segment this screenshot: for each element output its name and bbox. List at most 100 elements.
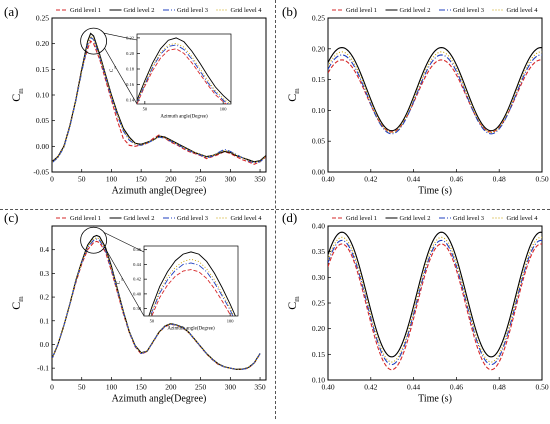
y-axis-label: Cm xyxy=(9,296,25,310)
panel-label: (b) xyxy=(282,4,297,19)
legend-label: Grid level 4 xyxy=(507,215,539,222)
x-tick-label: 50 xyxy=(78,383,86,392)
inset-y-tick-label: 0.42 xyxy=(133,277,141,282)
series-line-4 xyxy=(52,35,266,163)
legend-label: Grid level 2 xyxy=(124,7,155,14)
inset-y-axis-label: Cm xyxy=(110,66,117,72)
series-line-2 xyxy=(52,32,266,163)
legend-label: Grid level 2 xyxy=(400,215,431,222)
inset-series-line-4 xyxy=(137,42,231,104)
inset-y-tick-label: 0.22 xyxy=(126,35,134,40)
y-tick-label: 0.20 xyxy=(312,324,325,333)
y-tick-label: -0.1 xyxy=(37,364,49,373)
zoom-connector xyxy=(104,47,138,105)
chart-panel-d: (d) 0.40 0.42 0.44 0.46 0.48 0.50 0.10 0.15 0.20 0… xyxy=(282,210,549,405)
legend-label: Grid level 3 xyxy=(177,7,208,14)
series-line-3 xyxy=(328,239,542,366)
x-tick-label: 0.40 xyxy=(321,175,334,184)
y-tick-label: 0.20 xyxy=(312,44,325,53)
series-line-3 xyxy=(328,54,542,135)
legend-label: Grid level 4 xyxy=(231,215,263,222)
y-tick-label: 0.15 xyxy=(36,65,49,74)
y-tick-label: 0.40 xyxy=(312,222,325,231)
y-tick-label: 0.10 xyxy=(312,106,325,115)
y-axis-label: Cm xyxy=(285,296,301,310)
y-tick-label: 0.05 xyxy=(36,116,49,125)
vertical-divider xyxy=(275,0,276,419)
x-tick-label: 0.42 xyxy=(364,175,377,184)
x-tick-label: 50 xyxy=(78,175,86,184)
inset-y-tick-label: 0.20 xyxy=(126,51,135,56)
inset-x-tick-label: 50 xyxy=(150,319,155,324)
zoom-circle xyxy=(80,27,108,55)
x-tick-label: 300 xyxy=(225,175,237,184)
inset-series-line-1 xyxy=(151,269,232,316)
x-tick-label: 0.44 xyxy=(407,175,420,184)
y-tick-label: 0.1 xyxy=(40,316,50,325)
x-tick-label: 0.50 xyxy=(535,175,548,184)
inset-chart: 50 100 0.14 0.16 0.18 0.20 0.22 Azimuth angle(D… xyxy=(80,27,232,120)
y-tick-label: 0.25 xyxy=(312,299,325,308)
series-line-2 xyxy=(328,47,542,132)
x-axis-label: Time (s) xyxy=(418,394,452,405)
x-tick-label: 0 xyxy=(50,383,54,392)
zoom-connector xyxy=(103,231,145,253)
panel-label: (a) xyxy=(4,4,18,19)
y-axis-label: Cm xyxy=(285,88,301,102)
y-tick-label: 0.00 xyxy=(36,142,49,151)
y-tick-label: 0.3 xyxy=(40,269,50,278)
legend: Grid level 1 Grid level 2 Grid level 3 Grid… xyxy=(332,215,538,222)
inset-series-line-1 xyxy=(137,48,227,104)
legend-label: Grid level 4 xyxy=(507,7,539,14)
inset-x-tick-label: 50 xyxy=(143,107,148,112)
y-tick-label: 0.0 xyxy=(40,340,50,349)
inset-x-axis-label: Azimuth angle(Degree) xyxy=(167,327,215,332)
y-tick-label: 0.25 xyxy=(36,14,49,23)
inset-y-tick-label: 0.40 xyxy=(133,291,142,296)
chart-panel-a: (a) 0 50 100 150 200 250 300 350 -0.05 0.00 0.05 0.1… xyxy=(4,4,267,197)
y-tick-label: 0.00 xyxy=(312,168,325,177)
x-axis-label: Azimuth angle(Degree) xyxy=(112,186,207,197)
inset-y-tick-label: 0.38 xyxy=(133,306,142,311)
legend-label: Grid level 1 xyxy=(346,7,377,14)
legend-label: Grid level 3 xyxy=(177,215,208,222)
legend: Grid level 1 Grid level 2 Grid level 3 Grid… xyxy=(332,7,538,14)
x-tick-label: 150 xyxy=(136,175,148,184)
x-tick-label: 0.44 xyxy=(407,383,420,392)
x-tick-label: 200 xyxy=(165,383,177,392)
series-line-4 xyxy=(328,236,542,363)
x-tick-label: 0.50 xyxy=(535,383,548,392)
x-axis-label: Azimuth angle(Degree) xyxy=(112,394,207,405)
inset-y-axis-label: Cm xyxy=(117,278,124,284)
x-tick-label: 0.48 xyxy=(493,383,506,392)
inset-x-tick-label: 100 xyxy=(227,319,235,324)
y-tick-label: -0.05 xyxy=(33,168,49,177)
x-tick-label: 350 xyxy=(254,383,266,392)
series-line-2 xyxy=(328,231,542,358)
inset-series-line-3 xyxy=(137,44,229,104)
x-tick-label: 0 xyxy=(50,175,54,184)
x-tick-label: 350 xyxy=(254,175,266,184)
inset-series-line-3 xyxy=(150,262,234,316)
panel-label: (d) xyxy=(282,210,297,225)
series-line-3 xyxy=(52,238,261,370)
inset-series-line-4 xyxy=(149,258,235,316)
y-tick-label: 0.4 xyxy=(40,245,50,254)
inset-chart: 50 100 0.38 0.40 0.42 0.44 0.46 Azimuth angle(D… xyxy=(80,226,239,332)
inset-y-tick-label: 0.18 xyxy=(126,67,135,72)
y-tick-label: 0.10 xyxy=(312,376,325,385)
y-tick-label: 0.30 xyxy=(312,273,325,282)
zoom-circle xyxy=(80,226,108,254)
legend-label: Grid level 2 xyxy=(400,7,431,14)
x-tick-label: 0.40 xyxy=(321,383,334,392)
x-tick-label: 0.42 xyxy=(364,383,377,392)
x-tick-label: 0.46 xyxy=(450,175,463,184)
legend-label: Grid level 3 xyxy=(453,215,484,222)
zoom-connector xyxy=(104,247,145,317)
legend: Grid level 1 Grid level 2 Grid level 3 Grid… xyxy=(56,7,262,14)
inset-series-line-2 xyxy=(148,251,236,316)
y-tick-label: 0.05 xyxy=(312,137,325,146)
legend-label: Grid level 1 xyxy=(70,7,101,14)
legend-label: Grid level 1 xyxy=(346,215,377,222)
